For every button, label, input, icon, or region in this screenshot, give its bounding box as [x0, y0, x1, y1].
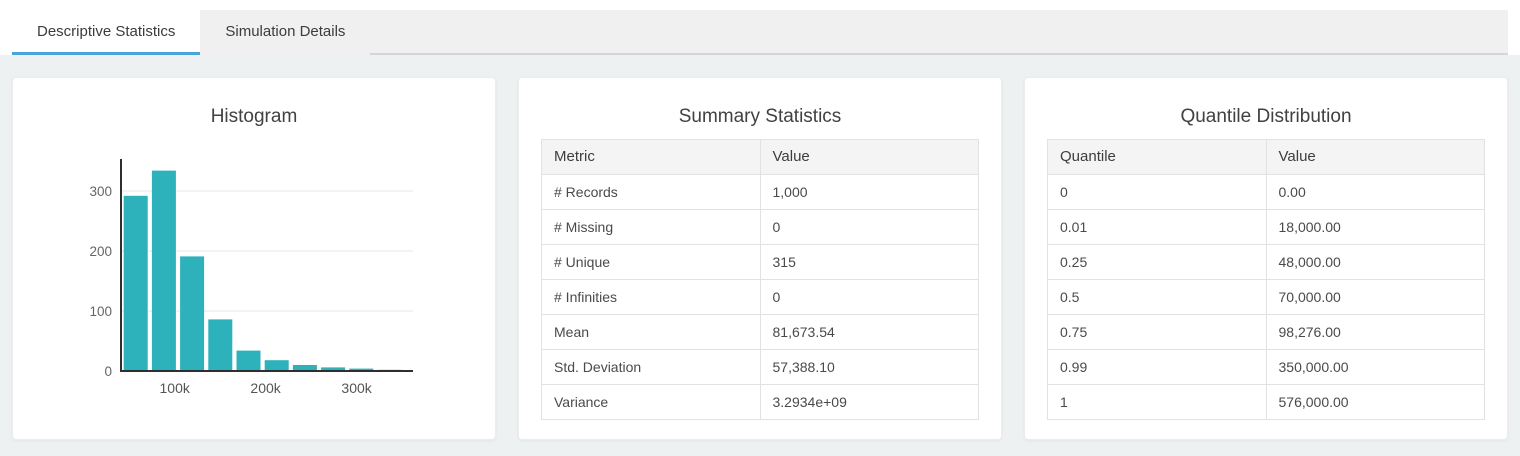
histogram-title: Histogram [210, 106, 298, 127]
table-cell: 0 [1047, 174, 1267, 210]
svg-text:200: 200 [89, 244, 112, 259]
table-cell: 0 [759, 279, 979, 315]
svg-text:100: 100 [89, 304, 112, 319]
table-row: # Infinities 0 [541, 279, 979, 315]
table-row: 0.5 70,000.00 [1047, 279, 1485, 315]
table-cell: 576,000.00 [1265, 384, 1485, 420]
tab-descriptive-statistics[interactable]: Descriptive Statistics [12, 10, 201, 55]
column-header: Value [759, 139, 979, 175]
table-cell: # Unique [541, 244, 761, 280]
summary-statistics-table: Metric Value # Records 1,000 # Missing 0 # Uni… [541, 139, 979, 420]
table-cell: Mean [541, 314, 761, 350]
table-cell: # Records [541, 174, 761, 210]
table-cell: # Infinities [541, 279, 761, 315]
table-cell: 0 [759, 209, 979, 245]
table-header-row: Quantile Value [1047, 139, 1485, 175]
table-cell: 0.99 [1047, 349, 1267, 385]
quantile-distribution-title: Quantile Distribution [1180, 106, 1352, 127]
table-row: 0.25 48,000.00 [1047, 244, 1485, 280]
column-header: Metric [541, 139, 761, 175]
histogram-chart: 0 100 200 300 100k 200k 300k [63, 133, 495, 408]
table-cell: 0.01 [1047, 209, 1267, 245]
svg-text:300: 300 [89, 184, 112, 199]
svg-text:100k: 100k [160, 380, 191, 396]
table-cell: 0.00 [1265, 174, 1485, 210]
tab-simulation-details[interactable]: Simulation Details [200, 10, 371, 55]
table-row: 0.01 18,000.00 [1047, 209, 1485, 245]
table-cell: 1,000 [759, 174, 979, 210]
table-cell: 18,000.00 [1265, 209, 1485, 245]
table-cell: 0.75 [1047, 314, 1267, 350]
table-row: 0.99 350,000.00 [1047, 349, 1485, 385]
table-row: # Unique 315 [541, 244, 979, 280]
histogram-svg: 0 100 200 300 100k 200k 300k [89, 159, 413, 396]
table-row: 0.75 98,276.00 [1047, 314, 1485, 350]
table-cell: 3.2934e+09 [759, 384, 979, 420]
panel-row: Histogram 0 100 200 300 100k 200k 300k Summary… [12, 77, 1508, 440]
table-cell: 81,673.54 [759, 314, 979, 350]
table-row: Mean 81,673.54 [541, 314, 979, 350]
table-row: # Missing 0 [541, 209, 979, 245]
tab-bar: Descriptive Statistics Simulation Detail… [12, 10, 1508, 55]
table-header-row: Metric Value [541, 139, 979, 175]
content-area: Histogram 0 100 200 300 100k 200k 300k Summary… [0, 55, 1520, 456]
histogram-panel: Histogram 0 100 200 300 100k 200k 300k [12, 77, 496, 440]
summary-statistics-title: Summary Statistics [678, 106, 842, 127]
table-cell: # Missing [541, 209, 761, 245]
table-row: 1 576,000.00 [1047, 384, 1485, 420]
quantile-distribution-table: Quantile Value 0 0.00 0.01 18,000.00 0.25 48,00… [1047, 139, 1485, 420]
table-cell: 0.5 [1047, 279, 1267, 315]
table-row: Std. Deviation 57,388.10 [541, 349, 979, 385]
table-row: Variance 3.2934e+09 [541, 384, 979, 420]
table-cell: 48,000.00 [1265, 244, 1485, 280]
table-cell: 70,000.00 [1265, 279, 1485, 315]
table-row: # Records 1,000 [541, 174, 979, 210]
column-header: Value [1265, 139, 1485, 175]
column-header: Quantile [1047, 139, 1267, 175]
table-cell: 315 [759, 244, 979, 280]
table-cell: 350,000.00 [1265, 349, 1485, 385]
tab-label: Simulation Details [225, 22, 346, 40]
tab-label: Descriptive Statistics [37, 22, 176, 40]
table-cell: 57,388.10 [759, 349, 979, 385]
table-cell: 1 [1047, 384, 1267, 420]
svg-text:0: 0 [104, 364, 112, 379]
summary-statistics-panel: Summary Statistics Metric Value # Records 1… [518, 77, 1002, 440]
tab-bar-filler [370, 10, 1508, 55]
table-cell: 0.25 [1047, 244, 1267, 280]
table-row: 0 0.00 [1047, 174, 1485, 210]
quantile-distribution-panel: Quantile Distribution Quantile Value 0 0.00… [1024, 77, 1508, 440]
table-cell: 98,276.00 [1265, 314, 1485, 350]
svg-text:300k: 300k [341, 380, 372, 396]
table-cell: Variance [541, 384, 761, 420]
table-cell: Std. Deviation [541, 349, 761, 385]
svg-text:200k: 200k [250, 380, 281, 396]
